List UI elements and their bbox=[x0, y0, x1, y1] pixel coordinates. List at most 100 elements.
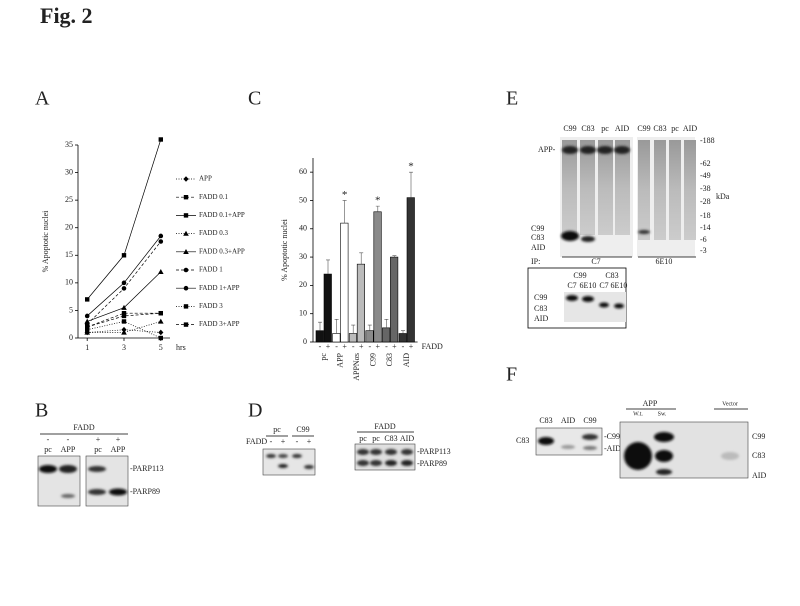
series-sign: - bbox=[319, 342, 322, 351]
series-sign: - bbox=[402, 342, 405, 351]
marker: -6 bbox=[700, 235, 707, 244]
marker bbox=[121, 313, 127, 319]
series-sign: + bbox=[359, 342, 364, 351]
series-sign: - bbox=[352, 342, 355, 351]
label: C83 bbox=[581, 124, 594, 133]
band-label: C99 bbox=[534, 293, 547, 302]
series-sign: + bbox=[326, 342, 331, 351]
error-bar bbox=[375, 205, 380, 212]
y-tick-label: 10 bbox=[65, 278, 73, 287]
category-label: APPNαs bbox=[352, 353, 361, 381]
blot-b: FADD - - + + pc APP pc APP -PARP113 -PAR… bbox=[37, 423, 164, 507]
label: APP bbox=[61, 445, 76, 454]
marker: -3 bbox=[700, 246, 707, 255]
marker bbox=[183, 230, 189, 236]
label: C83 bbox=[539, 416, 552, 425]
marker bbox=[121, 280, 127, 286]
series-sign: - bbox=[368, 342, 371, 351]
error-bar bbox=[326, 259, 330, 275]
bar bbox=[406, 197, 415, 343]
error-bar bbox=[342, 200, 347, 224]
panel-label: F bbox=[506, 364, 517, 386]
label: 6E10 bbox=[611, 281, 628, 290]
error-bar bbox=[318, 321, 322, 331]
marker bbox=[158, 233, 164, 239]
y-tick-label: 0 bbox=[69, 333, 73, 342]
category-label: pc bbox=[319, 353, 328, 361]
band-label: -PARP89 bbox=[417, 459, 447, 468]
y-axis-label: % Apoptotic nuclei bbox=[41, 210, 50, 273]
legend-label: FADD 0.1 bbox=[199, 193, 229, 201]
y-tick-label: 0 bbox=[303, 337, 307, 346]
label: IP: bbox=[531, 257, 540, 266]
legend-label: FADD 0.3+APP bbox=[199, 247, 245, 255]
label: pc bbox=[671, 124, 679, 133]
marker bbox=[158, 329, 164, 336]
band-label: -AID bbox=[604, 444, 621, 453]
category-label: C83 bbox=[385, 353, 394, 366]
marker bbox=[84, 329, 90, 335]
marker bbox=[158, 318, 164, 324]
bar bbox=[365, 330, 374, 343]
label: C83 bbox=[384, 434, 397, 443]
label: pc bbox=[359, 434, 367, 443]
category-label: C99 bbox=[369, 353, 378, 366]
marker bbox=[121, 253, 127, 258]
series-sign: + bbox=[409, 342, 414, 351]
blot-e: C99 C83 pc AID C99 C83 pc AID APP- -188 … bbox=[527, 124, 730, 329]
bar bbox=[348, 333, 358, 343]
legend-label: FADD 0.3 bbox=[199, 229, 229, 237]
y-tick-label: 35 bbox=[65, 140, 73, 149]
bar bbox=[332, 333, 341, 343]
y-tick-label: 60 bbox=[299, 167, 307, 176]
error-bar bbox=[409, 171, 413, 198]
y-tick-label: 10 bbox=[299, 309, 307, 318]
legend-label: FADD 3 bbox=[199, 302, 223, 310]
legend-label: FADD 0.1+APP bbox=[199, 211, 245, 219]
annotation: * bbox=[375, 195, 381, 207]
label: C99 bbox=[583, 416, 596, 425]
label: pc bbox=[94, 445, 102, 454]
bar bbox=[390, 256, 399, 343]
x-tick-label: 5 bbox=[159, 343, 163, 352]
bar bbox=[356, 263, 366, 343]
label: C99 bbox=[573, 271, 586, 280]
marker: -62 bbox=[700, 159, 711, 168]
marker: -38 bbox=[700, 184, 711, 193]
label: C99 bbox=[296, 425, 309, 434]
label: APP- bbox=[538, 145, 556, 154]
marker bbox=[158, 269, 164, 275]
legend-label: FADD 1+APP bbox=[199, 284, 240, 292]
label: + bbox=[281, 437, 286, 446]
marker: -28 bbox=[700, 197, 711, 206]
marker bbox=[121, 310, 127, 316]
label: + bbox=[116, 435, 121, 444]
marker bbox=[158, 310, 163, 316]
error-bar bbox=[359, 252, 364, 265]
label: + bbox=[307, 437, 312, 446]
label: 6E10 bbox=[656, 257, 673, 266]
blot-d: pc C99 FADD - + - + FADD pc pc C83 AID -… bbox=[246, 422, 451, 476]
marker bbox=[183, 322, 189, 327]
label: pc bbox=[601, 124, 609, 133]
label: pc bbox=[44, 445, 52, 454]
band-label: C99 bbox=[752, 432, 765, 441]
band-label: C83 bbox=[752, 451, 765, 460]
panel-label: B bbox=[35, 400, 48, 422]
marker bbox=[85, 324, 90, 330]
label: pc bbox=[372, 434, 380, 443]
marker bbox=[121, 329, 127, 335]
series-sign: - bbox=[385, 342, 388, 351]
label: - bbox=[296, 437, 299, 446]
label: Sw. bbox=[658, 411, 667, 417]
band-label: C83 bbox=[534, 304, 547, 313]
label: + bbox=[96, 435, 101, 444]
marker bbox=[183, 195, 189, 200]
y-tick-label: 25 bbox=[65, 195, 73, 204]
category-label: APP bbox=[335, 352, 344, 367]
label: FADD bbox=[73, 423, 94, 432]
band-label: C99 bbox=[531, 224, 544, 233]
label: 6E10 bbox=[580, 281, 597, 290]
